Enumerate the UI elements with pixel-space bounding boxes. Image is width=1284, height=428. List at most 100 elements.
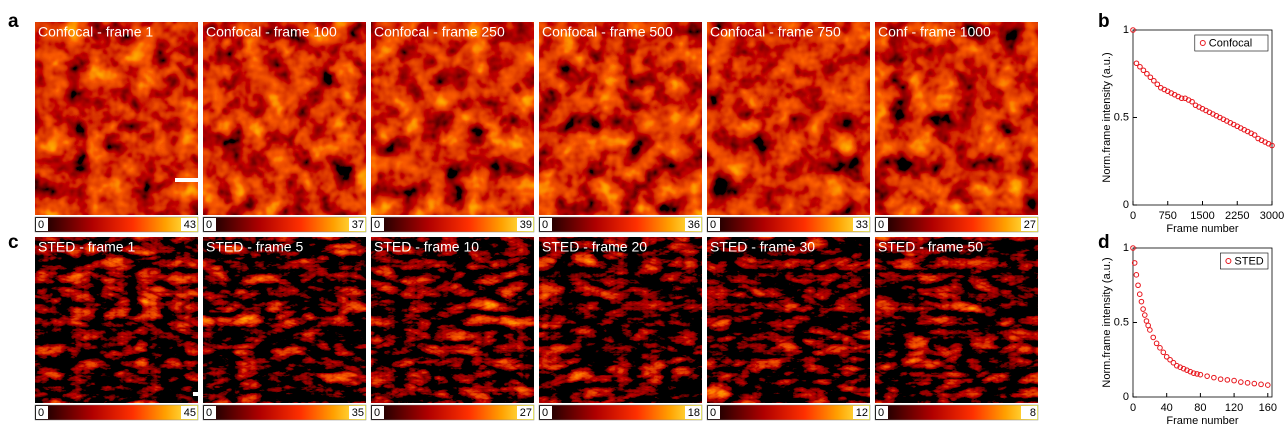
colorbar xyxy=(370,404,535,421)
data-point xyxy=(1131,260,1138,266)
microscopy-image xyxy=(707,237,870,403)
y-tick-label: 1 xyxy=(1123,242,1129,254)
data-point xyxy=(1217,376,1224,382)
data-point xyxy=(1189,98,1195,105)
image-label: STED - frame 20 xyxy=(542,239,647,255)
image-label: STED - frame 5 xyxy=(206,239,303,255)
colorbar-max: 8 xyxy=(1030,407,1036,419)
data-point xyxy=(1194,371,1200,377)
colorbar-min: 0 xyxy=(710,219,716,231)
microscopy-image xyxy=(875,22,1038,215)
image-label: Confocal - frame 750 xyxy=(710,24,841,40)
colorbar-label-bg xyxy=(204,406,216,419)
data-point xyxy=(1170,359,1177,366)
data-point xyxy=(1145,322,1151,329)
y-tick-label: 1 xyxy=(1123,24,1129,36)
data-point xyxy=(1157,345,1163,351)
scale-bar xyxy=(175,178,225,182)
y-tick-label: 0 xyxy=(1123,391,1129,403)
x-axis-label: Frame number xyxy=(1166,223,1238,235)
colorbar-min: 0 xyxy=(542,407,548,419)
legend-marker xyxy=(1199,40,1206,46)
data-point xyxy=(1140,306,1146,312)
data-point xyxy=(1143,318,1150,324)
data-point xyxy=(1144,70,1150,77)
colorbar-min: 0 xyxy=(38,407,44,419)
colorbar-label-bg xyxy=(1021,406,1037,419)
colorbar-max: 27 xyxy=(1024,219,1036,231)
data-point xyxy=(1197,371,1204,378)
colorbar-label-bg xyxy=(349,406,365,419)
plot-frame xyxy=(1132,29,1273,206)
data-point xyxy=(1163,353,1170,360)
x-tick-label: 80 xyxy=(1194,402,1206,414)
data-point xyxy=(1140,67,1147,74)
colorbar-label-bg xyxy=(372,406,384,419)
data-point xyxy=(1137,63,1143,70)
data-point xyxy=(1151,77,1157,84)
panel-letter: b xyxy=(1098,11,1110,32)
y-tick-label: 0.5 xyxy=(1114,316,1129,328)
microscopy-image xyxy=(35,237,198,403)
data-point xyxy=(1133,60,1140,67)
colorbar-label-bg xyxy=(708,218,720,231)
colorbar-min: 0 xyxy=(542,219,548,231)
legend-marker xyxy=(1225,258,1232,264)
legend-box xyxy=(1220,252,1269,270)
image-label: STED - frame 30 xyxy=(710,239,815,255)
colorbar-label-bg xyxy=(685,218,701,231)
colorbar-label-bg xyxy=(1021,218,1037,231)
microscopy-image xyxy=(203,22,366,215)
colorbar-label-bg xyxy=(349,218,365,231)
colorbar-max: 12 xyxy=(856,407,868,419)
data-point xyxy=(1136,291,1143,297)
data-point xyxy=(1160,349,1167,356)
data-point xyxy=(1238,379,1244,385)
colorbar-max: 33 xyxy=(856,219,868,231)
data-point xyxy=(1154,81,1161,88)
panel-letter: d xyxy=(1098,232,1110,253)
data-point xyxy=(1147,74,1154,81)
colorbar-label-bg xyxy=(181,406,197,419)
microscopy-image xyxy=(707,22,870,215)
x-tick-label: 0 xyxy=(1130,402,1136,414)
colorbar-max: 18 xyxy=(688,407,700,419)
colorbar-label-bg xyxy=(540,218,552,231)
x-tick-label: 750 xyxy=(1159,210,1177,222)
colorbar-max: 37 xyxy=(352,219,364,231)
y-tick-label: 0.5 xyxy=(1114,111,1129,123)
data-point xyxy=(1138,298,1145,305)
colorbar xyxy=(706,216,871,233)
data-point xyxy=(1180,365,1187,372)
colorbar xyxy=(706,404,871,421)
x-tick-label: 120 xyxy=(1225,402,1243,414)
colorbar xyxy=(538,216,703,233)
y-axis-label: Norm.frame intensity (a.u.) xyxy=(1101,52,1113,182)
data-point xyxy=(1187,368,1194,375)
data-point xyxy=(1251,132,1258,138)
colorbar-min: 0 xyxy=(878,407,884,419)
x-tick-label: 3000 xyxy=(1260,210,1284,222)
microscopy-image xyxy=(35,22,198,215)
x-tick-label: 1500 xyxy=(1190,210,1214,222)
colorbar-label-bg xyxy=(204,218,216,231)
data-point xyxy=(1150,334,1157,341)
image-label: Conf - frame 1000 xyxy=(878,24,991,40)
microscopy-image xyxy=(539,22,702,215)
data-point xyxy=(1153,340,1160,347)
colorbar-label-bg xyxy=(853,406,869,419)
panel-letter: a xyxy=(8,11,19,32)
image-label: STED - frame 1 xyxy=(38,239,135,255)
data-point xyxy=(1184,367,1190,373)
colorbar-label-bg xyxy=(181,218,197,231)
colorbar-label-bg xyxy=(36,218,48,231)
colorbar-label-bg xyxy=(685,406,701,419)
colorbar-max: 43 xyxy=(184,219,196,231)
data-point xyxy=(1269,142,1275,149)
legend-box xyxy=(1194,34,1269,52)
microscopy-image xyxy=(203,237,366,403)
image-label: Confocal - frame 250 xyxy=(374,24,505,40)
colorbar-label-bg xyxy=(372,218,384,231)
microscopy-image xyxy=(539,237,702,403)
colorbar-label-bg xyxy=(853,218,869,231)
